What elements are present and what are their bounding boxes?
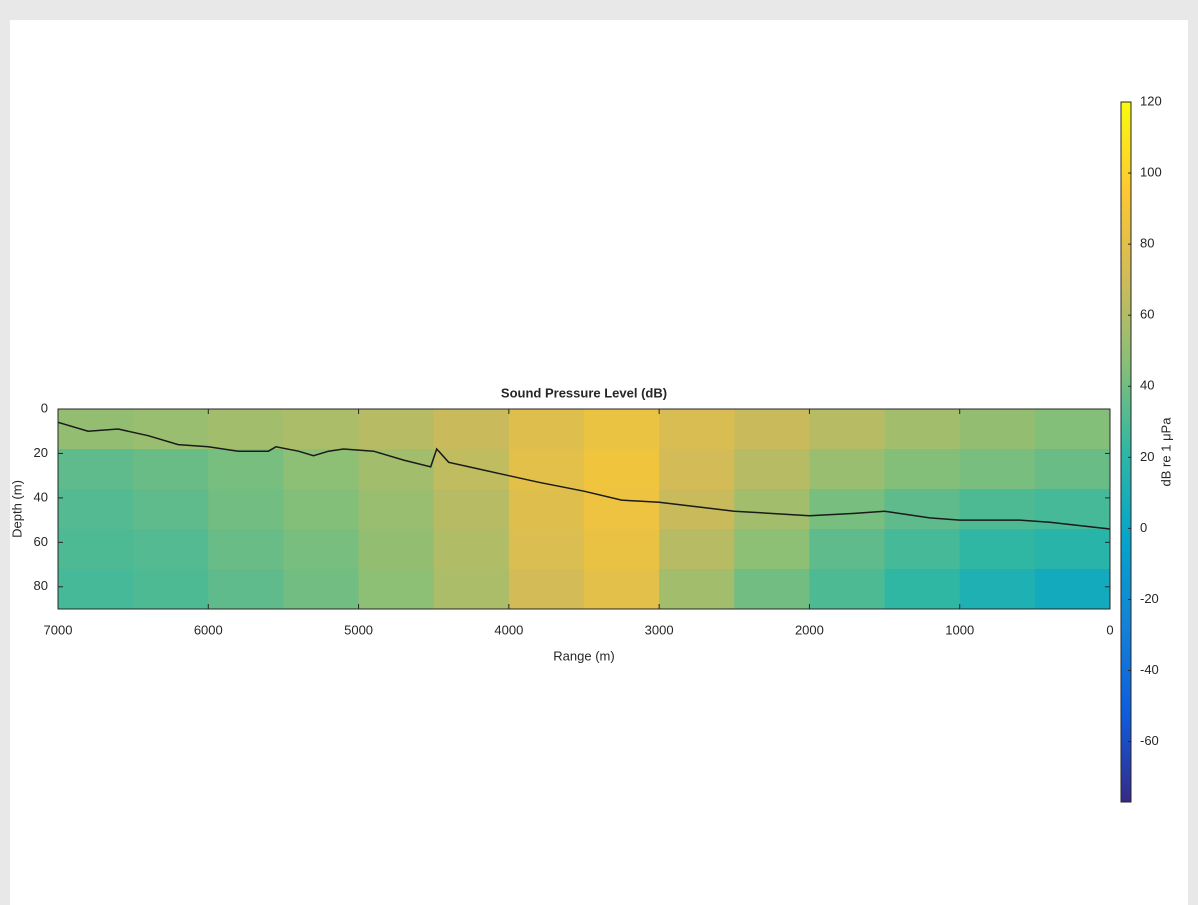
heatmap-cell — [960, 529, 1036, 570]
heatmap-cell — [885, 409, 961, 450]
heatmap-cell — [58, 529, 134, 570]
heatmap-cell — [885, 569, 961, 610]
x-tick-label: 6000 — [194, 622, 223, 637]
heatmap-cell — [208, 529, 284, 570]
heatmap-cell — [584, 409, 660, 450]
heatmap-cell — [133, 569, 209, 610]
heatmap-cell — [734, 449, 810, 490]
colorbar-tick-label: 120 — [1140, 93, 1162, 108]
heatmap-cell — [208, 449, 284, 490]
heatmap-cell — [283, 449, 359, 490]
chart-title: Sound Pressure Level (dB) — [501, 385, 667, 400]
x-axis-label: Range (m) — [553, 648, 614, 663]
heatmap-cell — [659, 409, 735, 450]
heatmap-cell — [809, 449, 885, 490]
x-tick-label: 0 — [1106, 622, 1113, 637]
heatmap-cell — [885, 529, 961, 570]
figure: Sound Pressure Level (dB) Range (m) Dept… — [0, 0, 1198, 905]
y-axis-label: Depth (m) — [9, 480, 24, 538]
heatmap-cell — [359, 449, 435, 490]
heatmap-cell — [734, 529, 810, 570]
plot — [58, 409, 1111, 610]
heatmap-cell — [434, 569, 510, 610]
colorbar — [1121, 102, 1131, 802]
heatmap-cell — [584, 529, 660, 570]
page: {"chart_data": { "type": "heatmap", "tit… — [0, 0, 1198, 905]
heatmap-cell — [1035, 569, 1111, 610]
y-tick-label: 20 — [34, 445, 48, 460]
colorbar-tick-label: 0 — [1140, 520, 1147, 535]
x-tick-label: 5000 — [344, 622, 373, 637]
heatmap-cell — [509, 529, 585, 570]
colorbar-tick-label: -60 — [1140, 733, 1159, 748]
heatmap-cell — [584, 569, 660, 610]
heatmap-cell — [133, 409, 209, 450]
heatmap-cell — [885, 449, 961, 490]
heatmap-cell — [584, 489, 660, 530]
heatmap-cell — [359, 529, 435, 570]
heatmap-cell — [960, 409, 1036, 450]
colorbar-tick-label: -40 — [1140, 662, 1159, 677]
heatmap-cell — [283, 569, 359, 610]
heatmap-cell — [434, 449, 510, 490]
heatmap-cell — [208, 489, 284, 530]
heatmap-cell — [133, 449, 209, 490]
heatmap-cell — [584, 449, 660, 490]
heatmap-cell — [1035, 529, 1111, 570]
heatmap-cell — [809, 569, 885, 610]
y-tick-label: 0 — [41, 400, 48, 415]
heatmap-cell — [283, 409, 359, 450]
heatmap-cell — [659, 529, 735, 570]
x-tick-label: 4000 — [494, 622, 523, 637]
heatmap-cell — [434, 489, 510, 530]
heatmap-cell — [58, 489, 134, 530]
heatmap-cell — [960, 449, 1036, 490]
heatmap-cell — [509, 569, 585, 610]
heatmap-cell — [283, 529, 359, 570]
heatmap-cell — [509, 489, 585, 530]
colorbar-tick-label: 40 — [1140, 378, 1154, 393]
y-tick-label: 40 — [34, 489, 48, 504]
heatmap-cell — [509, 409, 585, 450]
x-tick-label: 2000 — [795, 622, 824, 637]
colorbar-tick-label: 100 — [1140, 165, 1162, 180]
colorbar-tick-label: 80 — [1140, 236, 1154, 251]
heatmap-cell — [734, 569, 810, 610]
heatmap-cell — [960, 569, 1036, 610]
heatmap-cell — [1035, 489, 1111, 530]
heatmap-cell — [659, 569, 735, 610]
heatmap-cell — [1035, 409, 1111, 450]
heatmap-cell — [434, 409, 510, 450]
heatmap-cell — [283, 489, 359, 530]
heatmap-cell — [734, 409, 810, 450]
heatmap-cell — [885, 489, 961, 530]
heatmap-cell — [659, 449, 735, 490]
colorbar-tick-label: 20 — [1140, 449, 1154, 464]
heatmap-cell — [58, 569, 134, 610]
heatmap-cell — [809, 489, 885, 530]
heatmap-cell — [1035, 449, 1111, 490]
heatmap-cell — [58, 449, 134, 490]
x-tick-label: 7000 — [44, 622, 73, 637]
heatmap-cell — [809, 409, 885, 450]
heatmap-cell — [208, 409, 284, 450]
heatmap-cell — [960, 489, 1036, 530]
y-tick-label: 60 — [34, 534, 48, 549]
colorbar-label: dB re 1 μPa — [1158, 417, 1173, 487]
y-tick-label: 80 — [34, 578, 48, 593]
heatmap-cell — [734, 489, 810, 530]
heatmap-cell — [434, 529, 510, 570]
heatmap-cell — [133, 489, 209, 530]
heatmap-cell — [133, 529, 209, 570]
heatmap-cell — [359, 569, 435, 610]
heatmap-cell — [809, 529, 885, 570]
heatmap-cell — [208, 569, 284, 610]
x-tick-label: 3000 — [645, 622, 674, 637]
colorbar-tick-label: 60 — [1140, 307, 1154, 322]
x-tick-label: 1000 — [945, 622, 974, 637]
heatmap-cell — [359, 489, 435, 530]
colorbar-tick-label: -20 — [1140, 591, 1159, 606]
heatmap-cell — [359, 409, 435, 450]
